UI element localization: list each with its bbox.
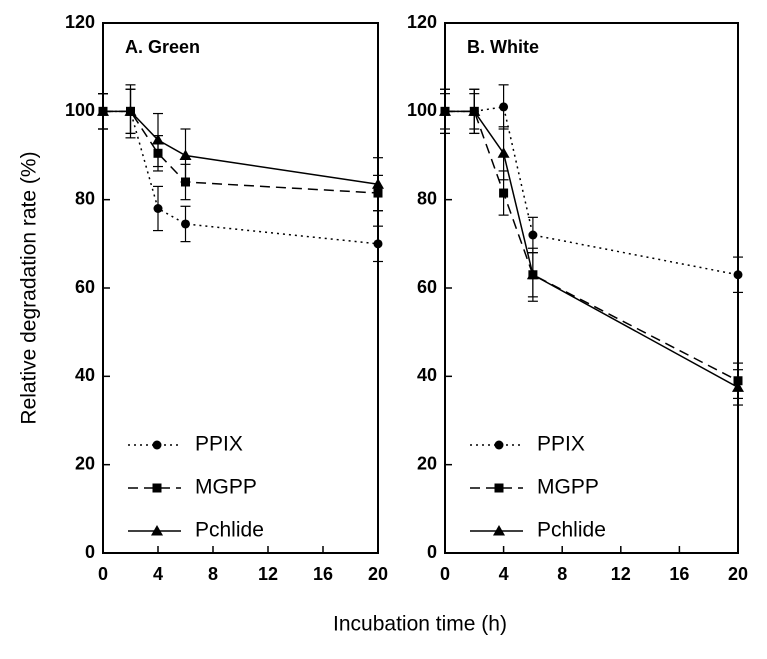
- y-tick-label: 120: [407, 12, 437, 32]
- marker: [179, 149, 192, 160]
- x-tick-label: 0: [98, 564, 108, 584]
- marker: [493, 525, 505, 536]
- marker: [373, 239, 383, 249]
- marker: [181, 219, 190, 229]
- y-tick-label: 100: [65, 100, 95, 120]
- x-tick-label: 8: [208, 564, 218, 584]
- y-tick-label: 40: [417, 365, 437, 385]
- x-tick-label: 16: [669, 564, 689, 584]
- panel-title: A. Green: [125, 37, 200, 57]
- legend-label: PPIX: [537, 433, 585, 456]
- marker: [732, 381, 744, 392]
- x-tick-label: 8: [557, 564, 567, 584]
- marker: [151, 525, 163, 536]
- y-tick-label: 0: [85, 542, 95, 562]
- marker: [499, 188, 509, 198]
- y-tick-label: 120: [65, 12, 95, 32]
- legend-label: MGPP: [537, 476, 599, 499]
- marker: [528, 230, 538, 240]
- y-tick-label: 60: [417, 277, 437, 297]
- x-tick-label: 12: [611, 564, 631, 584]
- y-tick-label: 80: [75, 188, 95, 208]
- marker: [152, 440, 162, 450]
- legend-label: Pchlide: [537, 519, 606, 542]
- y-tick-label: 60: [75, 277, 95, 297]
- marker: [497, 147, 510, 158]
- legend-label: Pchlide: [195, 519, 264, 542]
- y-tick-label: 80: [417, 188, 437, 208]
- x-tick-label: 20: [368, 564, 388, 584]
- legend-label: MGPP: [195, 476, 257, 499]
- marker: [372, 178, 384, 189]
- marker: [153, 204, 163, 213]
- x-tick-label: 20: [728, 564, 748, 584]
- marker: [494, 440, 504, 450]
- marker: [124, 105, 137, 116]
- panel-title: B. White: [467, 37, 539, 57]
- legend-label: PPIX: [195, 433, 243, 456]
- x-axis-label: Incubation time (h): [333, 613, 507, 636]
- y-tick-label: 40: [75, 365, 95, 385]
- y-tick-label: 100: [407, 100, 437, 120]
- marker: [494, 483, 504, 493]
- x-tick-label: 12: [258, 564, 278, 584]
- y-tick-label: 0: [427, 542, 437, 562]
- x-tick-label: 4: [153, 564, 163, 584]
- x-tick-label: 4: [499, 564, 509, 584]
- y-axis-label: Relative degradation rate (%): [18, 151, 41, 424]
- y-tick-label: 20: [75, 453, 95, 473]
- marker: [97, 105, 109, 116]
- marker: [499, 102, 509, 112]
- y-tick-label: 20: [417, 453, 437, 473]
- marker: [439, 105, 451, 116]
- marker: [468, 105, 481, 116]
- marker: [733, 270, 743, 280]
- marker: [526, 268, 539, 280]
- x-tick-label: 16: [313, 564, 333, 584]
- marker: [152, 483, 162, 493]
- x-tick-label: 0: [440, 564, 450, 584]
- marker: [152, 134, 164, 145]
